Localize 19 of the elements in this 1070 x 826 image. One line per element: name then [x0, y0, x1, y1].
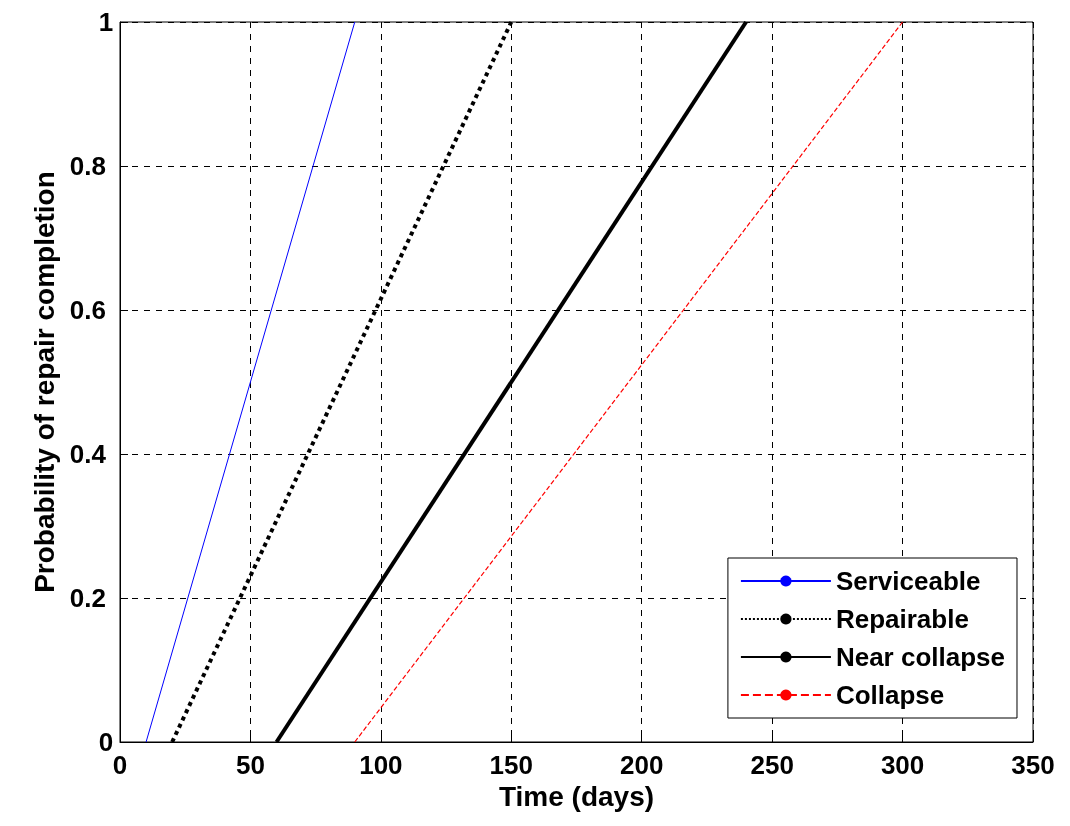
x-tick-label: 50 [235, 750, 265, 780]
y-axis-title: Probability of repair completion [28, 171, 60, 593]
legend-label: Near collapse [835, 642, 1005, 672]
legend-label: Collapse [835, 680, 945, 710]
y-tick-label: 0.4 [69, 439, 107, 469]
y-tick-label: 1 [98, 7, 114, 37]
y-tick-label: 0.6 [69, 295, 106, 325]
y-tick-label: 0.2 [69, 583, 106, 613]
legend-label: Serviceable [835, 566, 981, 596]
y-tick-label: 0 [98, 727, 114, 757]
x-axis-title: Time (days) [498, 781, 655, 813]
x-tick-label: 200 [620, 750, 664, 780]
x-tick-label: 150 [489, 750, 533, 780]
x-tick-label: 300 [880, 750, 925, 780]
x-tick-label: 250 [750, 750, 794, 780]
x-tick-label: 100 [359, 750, 403, 780]
x-tick-label: 350 [1011, 750, 1055, 780]
legend-label: Repairable [835, 604, 969, 634]
y-tick-label: 0.8 [69, 151, 106, 181]
